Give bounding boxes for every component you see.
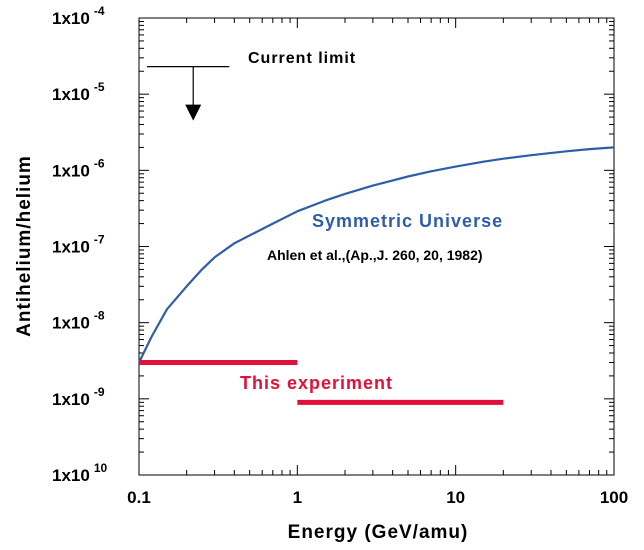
x-tick-label: 0.1 bbox=[127, 488, 151, 507]
current-limit-marker bbox=[147, 66, 230, 121]
x-tick-label: 1 bbox=[293, 488, 302, 507]
y-tick-label: 1x10 10 bbox=[52, 461, 108, 485]
y-tick-label: 1x10 -4 bbox=[52, 4, 105, 28]
x-axis-title: Energy (GeV/amu) bbox=[288, 522, 469, 543]
axis-ticks bbox=[138, 18, 614, 476]
x-tick-labels: 0.1 1 10 100 bbox=[127, 488, 628, 507]
y-tick-label: 1x10 -6 bbox=[52, 156, 105, 180]
experiment-limits bbox=[139, 359, 504, 405]
y-tick-label: 1x10 -7 bbox=[52, 233, 105, 257]
plot-frame bbox=[138, 17, 615, 476]
current-limit-label: Current limit bbox=[248, 50, 356, 67]
y-tick-label: 1x10 -8 bbox=[52, 309, 105, 333]
y-axis-title: Antihelium/helium bbox=[14, 155, 35, 337]
y-tick-label: 1x10 -9 bbox=[52, 385, 105, 409]
x-tick-label: 10 bbox=[446, 488, 465, 507]
series-layer bbox=[138, 146, 615, 363]
symmetric-universe-curve bbox=[138, 146, 615, 363]
this-experiment-label: This experiment bbox=[240, 373, 393, 393]
current-limit-arrowhead bbox=[185, 104, 202, 121]
reference-label: Ahlen et al.,(Ap.,J. 260, 20, 1982) bbox=[267, 247, 483, 263]
y-tick-labels: 1x10 -4 1x10 -5 1x10 -6 1x10 -7 1x10 -8 1x10 -9 1x10… bbox=[52, 4, 108, 485]
symmetric-universe-label: Symmetric Universe bbox=[312, 211, 503, 231]
y-tick-label: 1x10 -5 bbox=[52, 80, 105, 104]
x-tick-label: 100 bbox=[600, 488, 628, 507]
